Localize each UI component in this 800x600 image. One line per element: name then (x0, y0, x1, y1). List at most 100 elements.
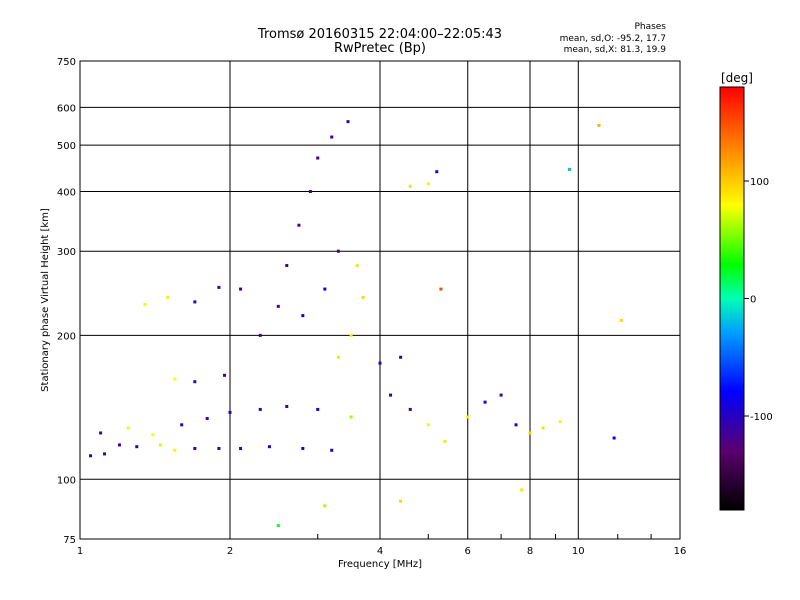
y-tick-label: 200 (57, 331, 76, 342)
data-point (180, 423, 184, 427)
data-point (103, 452, 107, 456)
data-point (285, 264, 289, 268)
data-point (173, 377, 177, 381)
data-point (435, 170, 439, 174)
data-point (426, 423, 430, 427)
data-point (143, 303, 147, 307)
data-point (193, 380, 197, 384)
y-axis-ticks: 75 100 200 300 400 500 600 750 (57, 57, 76, 546)
data-point (378, 361, 382, 365)
data-point (399, 355, 403, 359)
stats-o-mode: mean, sd,O: -95.2, 17.7 (559, 34, 666, 44)
data-point (89, 454, 93, 458)
data-point (349, 333, 353, 337)
y-tick-label: 750 (57, 57, 76, 68)
y-tick-label: 100 (57, 475, 76, 486)
data-point (297, 223, 301, 227)
data-point (223, 373, 227, 377)
data-point (217, 446, 221, 450)
data-point (267, 445, 271, 449)
data-point (158, 443, 162, 447)
data-point (619, 318, 623, 322)
colorbar-tick-label: 100 (750, 177, 769, 188)
data-point (330, 135, 334, 139)
data-point (193, 446, 197, 450)
data-point (239, 287, 243, 291)
x-tick-label: 1 (77, 546, 83, 557)
y-tick-label: 75 (63, 535, 76, 546)
data-point (426, 182, 430, 186)
data-point (258, 407, 262, 411)
data-point (389, 393, 393, 397)
data-point (205, 417, 209, 421)
y-tick-label: 300 (57, 247, 76, 258)
data-point (135, 445, 139, 449)
data-point (323, 504, 327, 508)
data-point (355, 264, 359, 268)
data-point (558, 420, 562, 424)
data-point (361, 296, 365, 300)
data-point (316, 407, 320, 411)
data-point (99, 431, 103, 435)
data-point (514, 423, 518, 427)
colorbar-ticks: 100 0 -100 (744, 177, 773, 423)
data-point (336, 249, 340, 253)
data-point (301, 446, 305, 450)
data-point (193, 300, 197, 304)
y-tick-label: 500 (57, 141, 76, 152)
data-point (346, 120, 350, 124)
data-point (258, 333, 262, 337)
data-point (316, 156, 320, 160)
data-point (483, 400, 487, 404)
data-point (541, 426, 545, 430)
y-tick-label: 600 (57, 103, 76, 114)
phase-colorbar (719, 86, 745, 511)
data-point (399, 499, 403, 503)
data-point (301, 314, 305, 318)
data-point (528, 431, 532, 435)
y-tick-label: 400 (57, 187, 76, 198)
data-point (151, 433, 155, 437)
y-axis-label: Stationary phase Virtual Height [km] (40, 208, 51, 392)
x-tick-label: 4 (377, 546, 383, 557)
data-point (330, 448, 334, 452)
stats-x-mode: mean, sd,X: 81.3, 19.9 (563, 45, 666, 55)
data-point (308, 189, 312, 193)
data-point (217, 285, 221, 289)
stats-title: Phases (634, 22, 666, 32)
plot-grid (80, 61, 680, 539)
colorbar-label: [deg] (721, 71, 753, 85)
x-tick-label: 2 (227, 546, 233, 557)
data-point (276, 304, 280, 308)
x-tick-label: 6 (465, 546, 471, 557)
x-tick-label: 16 (674, 546, 687, 557)
x-axis-label: Frequency [MHz] (338, 559, 422, 570)
data-point (567, 167, 571, 171)
data-point (166, 296, 170, 300)
data-point (173, 448, 177, 452)
data-point (408, 407, 412, 411)
data-point (597, 123, 601, 127)
data-point (126, 426, 130, 430)
data-point (117, 443, 121, 447)
chart-title: Tromsø 20160315 22:04:00–22:05:43 (257, 27, 503, 42)
data-point (439, 287, 443, 291)
data-point (285, 404, 289, 408)
data-points (89, 120, 623, 528)
chart-subtitle: RwPretec (Bp) (333, 41, 427, 56)
data-point (349, 415, 353, 419)
data-point (228, 410, 232, 414)
data-point (466, 415, 470, 419)
data-point (612, 436, 616, 440)
colorbar-tick-label: 0 (750, 295, 756, 306)
x-tick-label: 10 (572, 546, 585, 557)
data-point (408, 184, 412, 188)
x-tick-label: 8 (527, 546, 533, 557)
data-point (499, 393, 503, 397)
data-point (276, 524, 280, 528)
data-point (336, 355, 340, 359)
plot-frame (79, 60, 681, 540)
data-point (443, 439, 447, 443)
data-point (239, 446, 243, 450)
